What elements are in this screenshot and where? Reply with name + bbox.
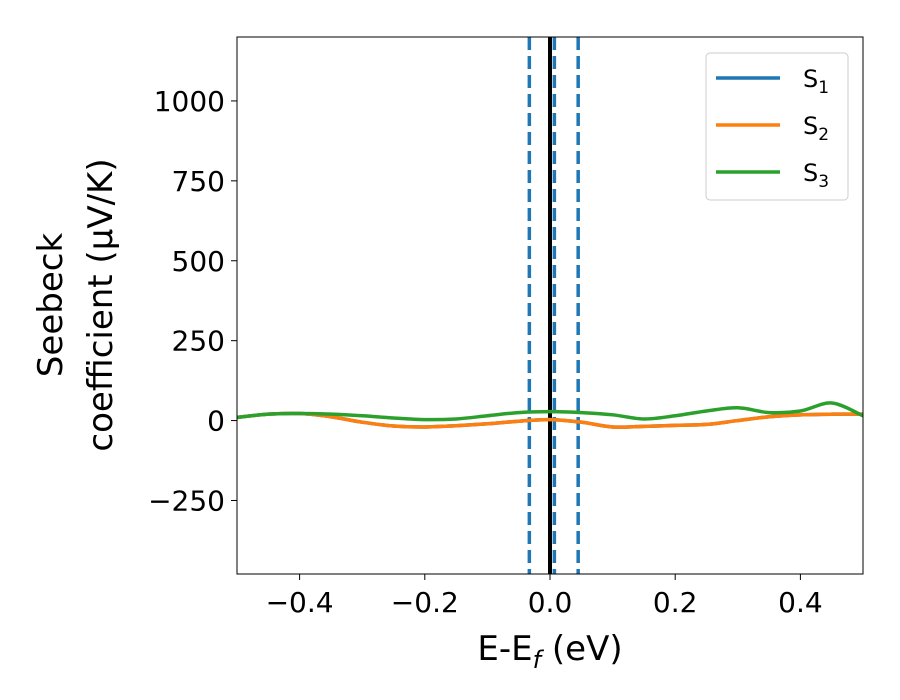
- legend: S1 S2 S3: [705, 52, 849, 201]
- legend-label-s2: S2: [803, 112, 829, 145]
- x-tick-label: −0.4: [266, 586, 334, 619]
- y-tick-label: −250: [148, 484, 225, 517]
- y-tick-label: 0: [207, 405, 225, 438]
- x-tick-label: −0.2: [391, 586, 459, 619]
- y-axis-title: Seebeck coefficient (μV/K): [31, 158, 121, 451]
- reference-lines: [527, 37, 580, 574]
- x-axis-title: E-Ef (eV): [477, 629, 622, 674]
- legend-label-s1: S1: [803, 65, 829, 98]
- y-axis-ticks: −250 0 250 500 750 1000: [148, 85, 237, 517]
- series-line-s2: [237, 411, 863, 429]
- x-axis-title-tail: (eV): [541, 629, 623, 669]
- legend-label-s3: S3: [803, 159, 829, 192]
- x-tick-label: 0.0: [528, 586, 573, 619]
- y-axis-title-line2: coefficient (μV/K): [81, 158, 121, 451]
- x-tick-label: 0.2: [653, 586, 698, 619]
- x-axis-title-main: E-E: [477, 629, 532, 669]
- y-tick-label: 250: [172, 325, 225, 358]
- x-axis-ticks: −0.4 −0.2 0.0 0.2 0.4: [266, 574, 823, 619]
- x-tick-label: 0.4: [778, 586, 823, 619]
- y-tick-label: 500: [172, 245, 225, 278]
- y-axis-title-line1: Seebeck: [31, 233, 71, 378]
- series-line-s3: [237, 401, 863, 422]
- series-lines: [237, 401, 863, 429]
- y-tick-label: 1000: [154, 85, 225, 118]
- y-tick-label: 750: [172, 165, 225, 198]
